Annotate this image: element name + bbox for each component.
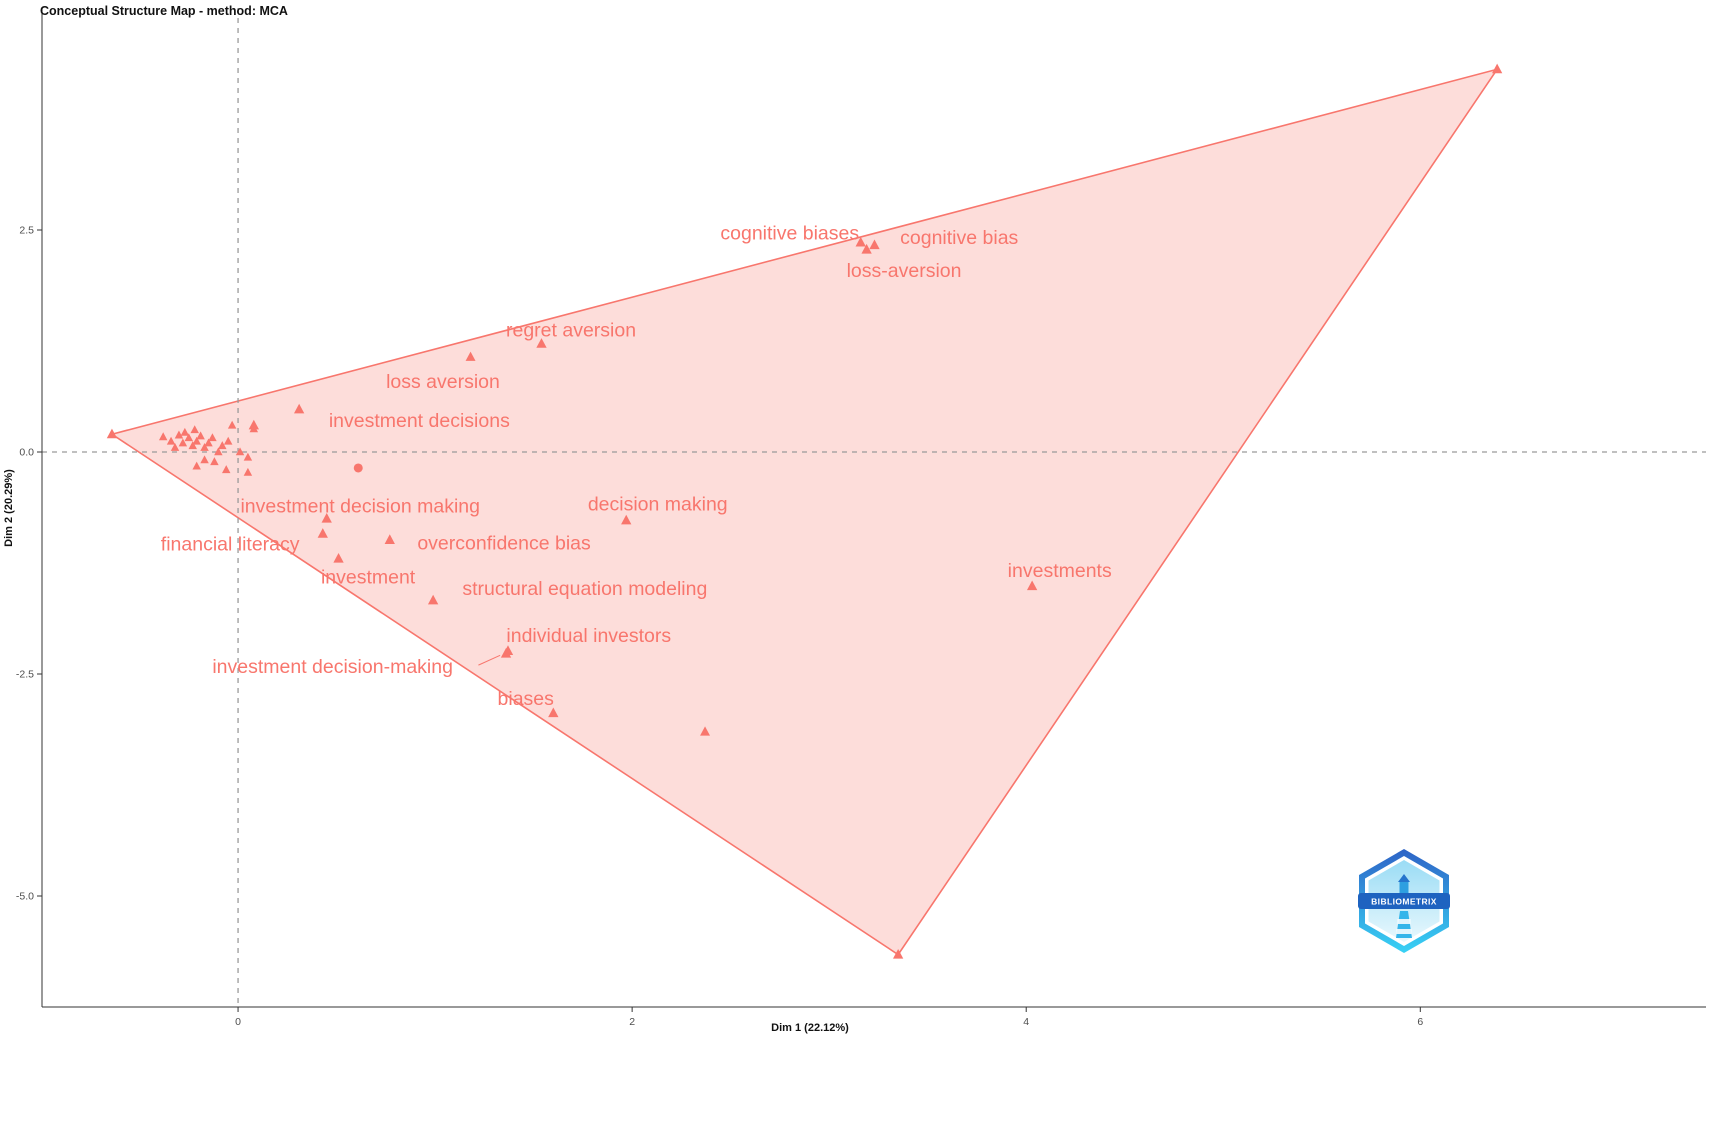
- logo-text: BIBLIOMETRIX: [1371, 897, 1437, 907]
- keyword-point: [223, 436, 233, 445]
- y-tick-label: -5.0: [16, 891, 34, 903]
- keyword-point: [204, 438, 213, 447]
- keyword-point: [196, 431, 205, 440]
- x-tick-label: 6: [1417, 1016, 1423, 1028]
- keyword-point: [465, 351, 476, 361]
- y-tick-label: -2.5: [16, 669, 34, 681]
- keyword-point: [200, 455, 209, 464]
- keyword-point: [170, 442, 180, 451]
- keyword-label: investment decision making: [240, 495, 480, 517]
- keyword-point: [222, 465, 231, 474]
- keyword-label: investment decision-making: [212, 656, 453, 678]
- keyword-point: [317, 528, 328, 538]
- keyword-point: [500, 647, 512, 658]
- keyword-label: overconfidence bias: [417, 533, 591, 555]
- keyword-point: [214, 447, 223, 456]
- keyword-point: [321, 513, 332, 523]
- keyword-label: cognitive bias: [900, 227, 1018, 249]
- keyword-point: [243, 467, 253, 476]
- x-tick-label: 4: [1023, 1016, 1029, 1028]
- keyword-label: individual investors: [506, 625, 671, 647]
- keyword-point: [869, 239, 880, 250]
- keyword-point: [180, 427, 190, 436]
- keyword-point: [855, 236, 866, 247]
- keyword-point: [536, 338, 547, 348]
- keyword-label: loss-aversion: [847, 260, 962, 282]
- logo-lighthouse-roof: [1398, 874, 1410, 882]
- keyword-label: investment: [321, 566, 416, 588]
- logo-ribbon: [1358, 893, 1450, 909]
- keyword-point: [188, 441, 197, 450]
- keyword-point: [333, 552, 344, 563]
- x-tick-label: 0: [235, 1016, 241, 1028]
- keyword-label: decision making: [588, 494, 728, 516]
- logo-lighthouse-stripe: [1396, 929, 1412, 934]
- cluster-centroid-point: [353, 463, 363, 473]
- label-leader-line: [478, 654, 501, 666]
- keyword-point: [861, 243, 872, 254]
- keyword-point: [218, 441, 227, 450]
- y-axis-title-wrap: Dim 2 (20.29%): [0, 8, 18, 1007]
- hull-vertex-point: [1491, 63, 1503, 74]
- keyword-point: [200, 442, 209, 451]
- keyword-point: [235, 447, 245, 456]
- keyword-point: [700, 726, 711, 736]
- keyword-point: [158, 432, 168, 441]
- keyword-point: [192, 461, 201, 470]
- keyword-point: [384, 534, 395, 544]
- keyword-point: [174, 430, 184, 439]
- logo-lighthouse-stripe: [1397, 919, 1411, 924]
- keyword-point: [192, 436, 201, 445]
- y-axis-title: Dim 2 (20.29%): [3, 468, 15, 547]
- keyword-point: [248, 419, 259, 430]
- keyword-point: [210, 457, 219, 466]
- keyword-point: [621, 514, 632, 525]
- keyword-label: regret aversion: [506, 319, 636, 341]
- keyword-point: [243, 452, 253, 461]
- keyword-label: financial literacy: [161, 533, 300, 555]
- x-tick-label: 2: [629, 1016, 635, 1028]
- logo-lighthouse-lamp: [1399, 882, 1409, 893]
- keyword-point: [1026, 580, 1038, 591]
- keyword-point: [190, 425, 199, 434]
- keyword-label: biases: [498, 688, 555, 710]
- hull-vertex-point: [106, 428, 118, 439]
- keyword-label: structural equation modeling: [462, 578, 707, 600]
- keyword-point: [178, 438, 188, 447]
- keyword-point: [227, 420, 237, 429]
- keyword-label: investments: [1008, 560, 1112, 582]
- keyword-point: [166, 436, 176, 445]
- x-axis-title: Dim 1 (22.12%): [771, 1022, 849, 1034]
- keyword-label: loss aversion: [386, 371, 500, 393]
- hull-vertex-point: [892, 949, 904, 959]
- cluster-hull: [110, 67, 1499, 956]
- y-tick-label: 0.0: [19, 447, 34, 459]
- y-tick-label: 2.5: [19, 225, 34, 237]
- keyword-label: investment decisions: [329, 410, 510, 432]
- keyword-point: [184, 433, 194, 442]
- keyword-point: [427, 594, 439, 605]
- bibliometrix-logo: BIBLIOMETRIX: [1358, 849, 1450, 953]
- chart-title: Conceptual Structure Map - method: MCA: [40, 4, 288, 18]
- keyword-label: cognitive biases: [720, 223, 859, 245]
- keyword-point: [548, 707, 559, 718]
- keyword-point: [208, 433, 217, 442]
- keyword-point: [293, 403, 305, 414]
